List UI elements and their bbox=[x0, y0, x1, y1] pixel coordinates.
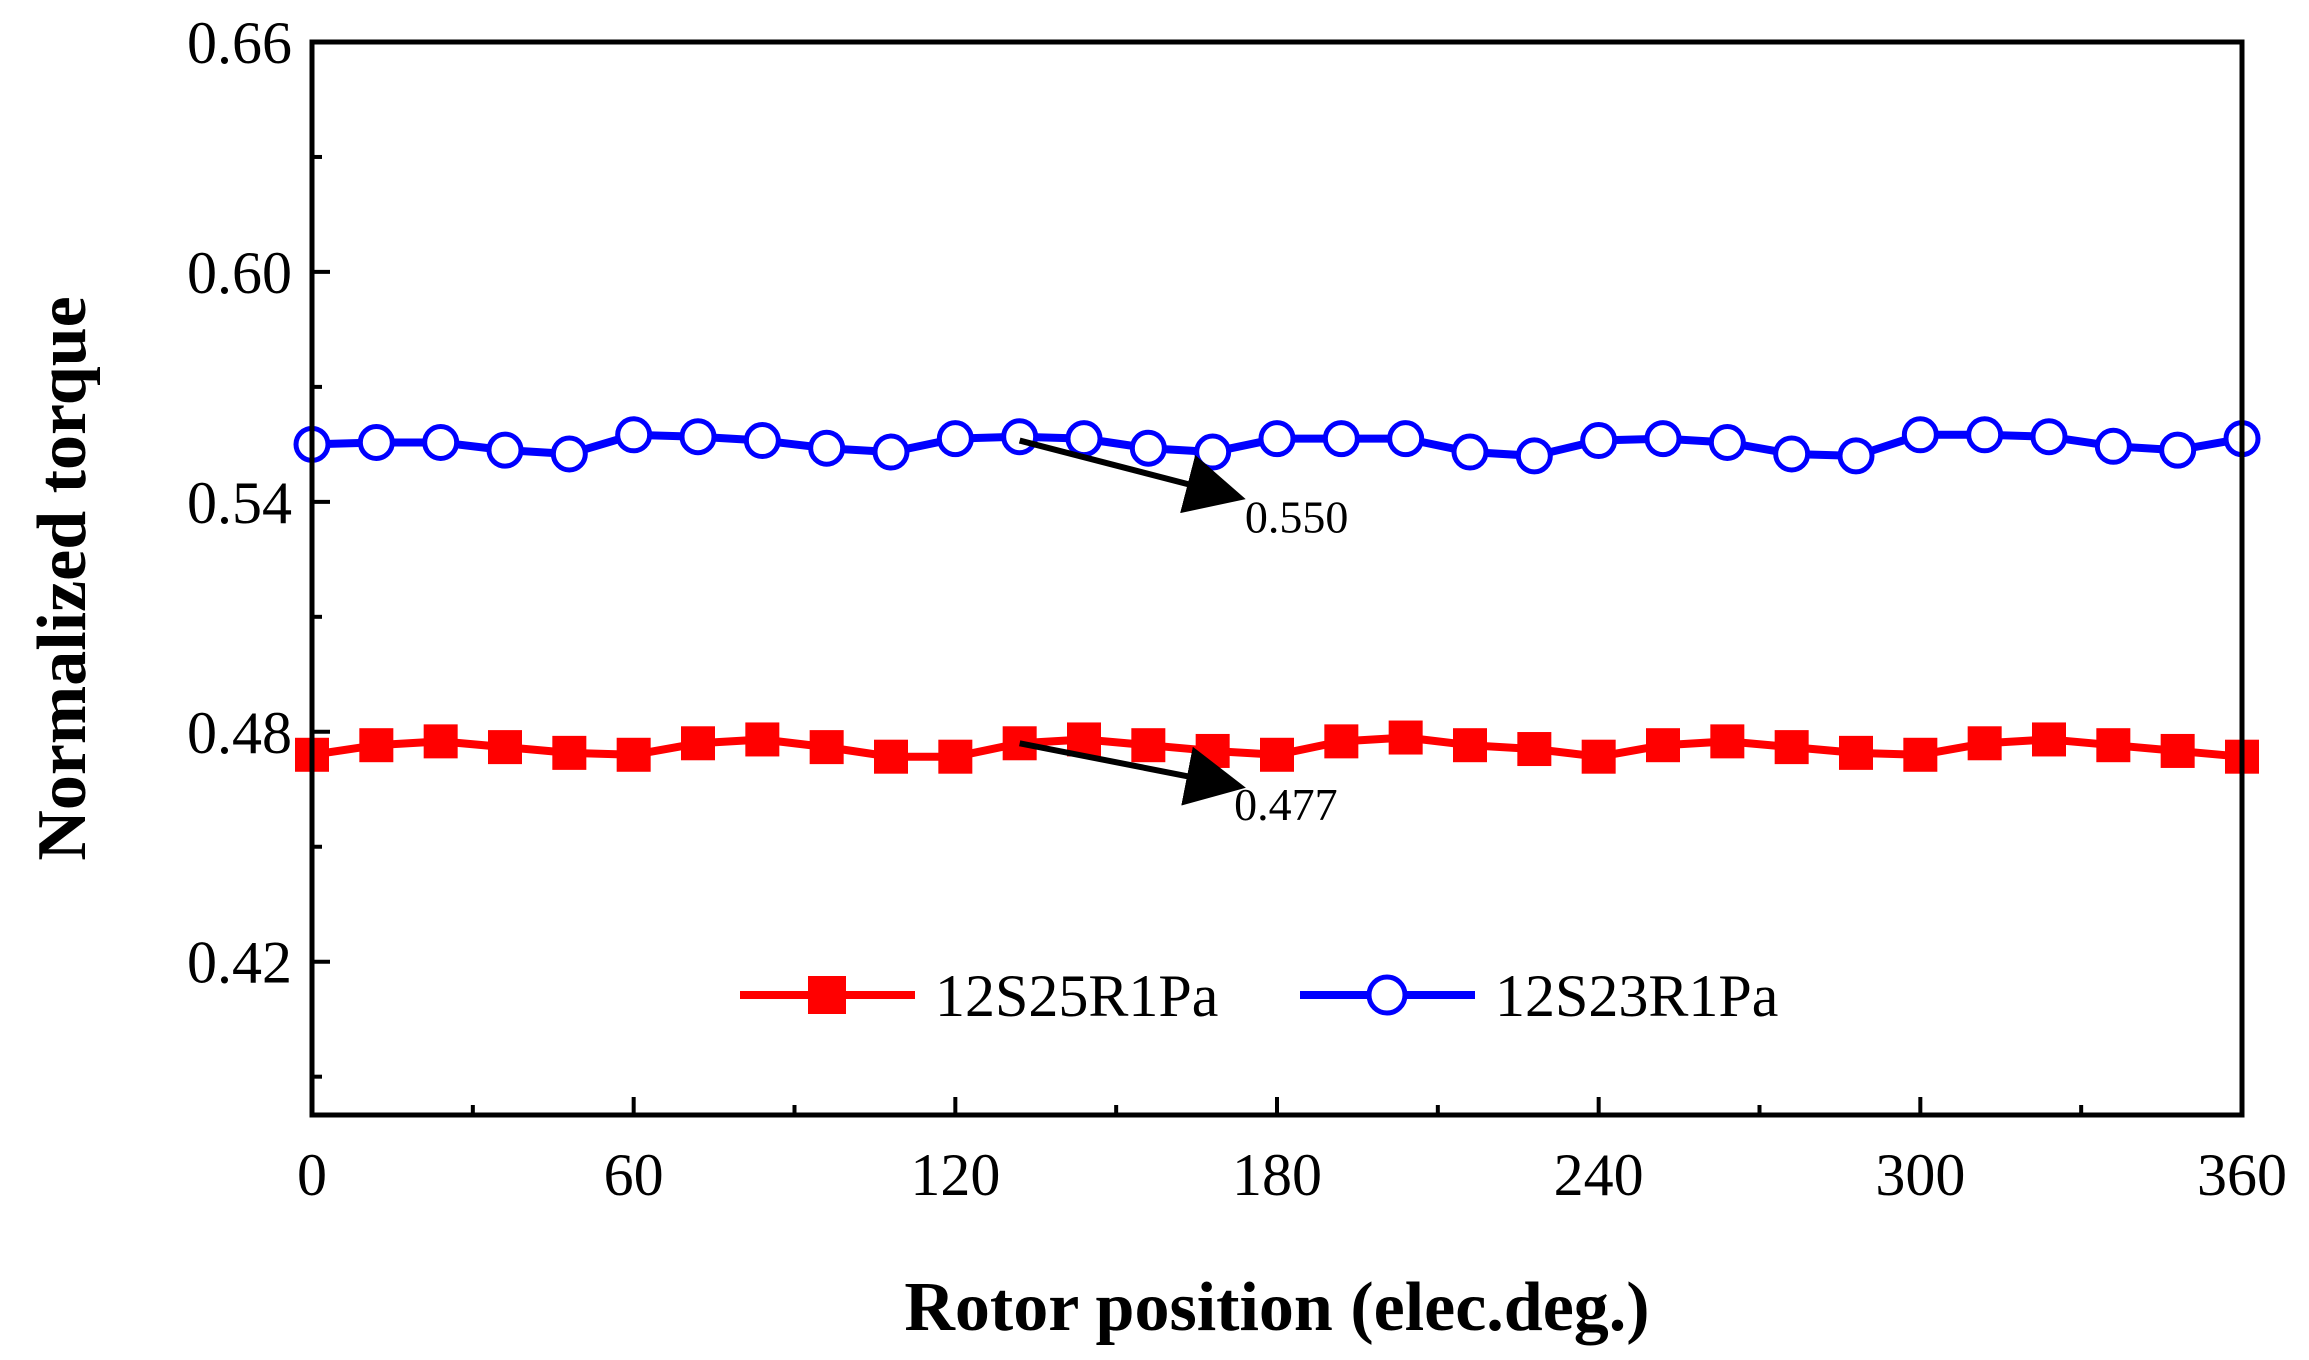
data-point bbox=[1581, 739, 1616, 774]
x-axis-title: Rotor position (elec.deg.) bbox=[904, 1269, 1649, 1346]
data-point bbox=[743, 422, 781, 460]
data-point bbox=[2030, 418, 2068, 456]
data-point bbox=[1129, 429, 1167, 467]
plot-frame bbox=[309, 39, 2245, 1118]
x-tick-label: 240 bbox=[1554, 1142, 1644, 1208]
data-point bbox=[616, 737, 651, 772]
series-layer bbox=[293, 416, 2261, 774]
data-point bbox=[745, 722, 780, 757]
data-point bbox=[681, 726, 715, 761]
data-point bbox=[1580, 422, 1618, 460]
data-point bbox=[1967, 726, 2002, 761]
data-point bbox=[1322, 420, 1360, 458]
data-point bbox=[2096, 728, 2131, 763]
legend-label: 12S23R1Pa bbox=[1495, 963, 1778, 1029]
data-point bbox=[1644, 420, 1682, 458]
data-point bbox=[1001, 418, 1039, 456]
x-tick-label: 180 bbox=[1232, 1142, 1322, 1208]
data-point bbox=[1708, 423, 1746, 461]
annotation-arrow bbox=[1018, 437, 1246, 514]
data-point bbox=[1515, 437, 1553, 475]
data-point bbox=[357, 423, 395, 461]
y-tick-label: 0.66 bbox=[187, 10, 292, 76]
data-point bbox=[809, 730, 844, 765]
data-point bbox=[423, 724, 458, 759]
data-point bbox=[1453, 728, 1487, 763]
data-point bbox=[550, 435, 588, 473]
data-point bbox=[1773, 435, 1811, 473]
series-12S25R1Pa bbox=[295, 720, 2259, 774]
data-point bbox=[422, 423, 460, 461]
legend: 12S25R1Pa 12S23R1Pa bbox=[740, 963, 1778, 1029]
data-point bbox=[615, 416, 653, 454]
data-point bbox=[1646, 728, 1680, 763]
legend-item-12S25R1Pa: 12S25R1Pa bbox=[740, 963, 1218, 1029]
x-tick-label: 0 bbox=[297, 1142, 327, 1208]
data-point bbox=[872, 433, 910, 471]
legend-marker bbox=[808, 976, 846, 1014]
tick-layer: 0 60 120 180 240 300 360 0.42 0.48 0.54 0.60 0.66 bbox=[187, 10, 2287, 1208]
y-tick-label: 0.60 bbox=[187, 240, 292, 306]
x-tick-label: 60 bbox=[604, 1142, 664, 1208]
annotation-label: 0.550 bbox=[1245, 492, 1349, 543]
data-point bbox=[936, 420, 974, 458]
data-point bbox=[679, 418, 717, 456]
data-point bbox=[1131, 728, 1166, 763]
annotation-arrow bbox=[1019, 740, 1246, 806]
data-point bbox=[1065, 420, 1103, 458]
x-tick-label: 300 bbox=[1875, 1142, 1965, 1208]
legend-marker bbox=[1366, 974, 1408, 1016]
y-axis-title: Normalized torque bbox=[24, 296, 101, 860]
data-point bbox=[1324, 724, 1359, 759]
data-point bbox=[1388, 720, 1423, 755]
data-point bbox=[488, 730, 522, 765]
x-tick-label: 120 bbox=[910, 1142, 1000, 1208]
data-point bbox=[1387, 420, 1425, 458]
legend-item-12S23R1Pa: 12S23R1Pa bbox=[1300, 963, 1778, 1029]
data-point bbox=[2159, 431, 2197, 469]
data-point bbox=[1903, 737, 1938, 772]
data-point bbox=[1966, 416, 2004, 454]
data-point bbox=[1194, 433, 1232, 471]
data-point bbox=[1774, 730, 1809, 765]
y-tick-label: 0.48 bbox=[187, 700, 292, 766]
annotation-label: 0.477 bbox=[1234, 779, 1338, 830]
data-point bbox=[552, 735, 587, 770]
data-point bbox=[938, 739, 973, 774]
annotation-layer: 0.550 0.477 bbox=[1018, 437, 1349, 830]
data-point bbox=[1837, 437, 1875, 475]
data-point bbox=[486, 431, 524, 469]
data-point bbox=[874, 739, 908, 774]
data-point bbox=[1260, 737, 1294, 772]
data-point bbox=[2094, 427, 2132, 465]
legend-label: 12S25R1Pa bbox=[935, 963, 1218, 1029]
data-point bbox=[1901, 416, 1939, 454]
data-point bbox=[1839, 735, 1873, 770]
x-tick-label: 360 bbox=[2197, 1142, 2287, 1208]
data-point bbox=[359, 728, 394, 763]
data-point bbox=[2160, 733, 2195, 768]
series-12S23R1Pa bbox=[293, 416, 2261, 475]
data-point bbox=[808, 429, 846, 467]
data-point bbox=[2032, 722, 2066, 757]
data-point bbox=[1258, 420, 1296, 458]
y-tick-label: 0.42 bbox=[187, 930, 292, 996]
data-point bbox=[1195, 733, 1230, 768]
data-point bbox=[1451, 433, 1489, 471]
data-point bbox=[1710, 724, 1745, 759]
data-point bbox=[1517, 732, 1552, 767]
y-tick-label: 0.54 bbox=[187, 470, 292, 536]
